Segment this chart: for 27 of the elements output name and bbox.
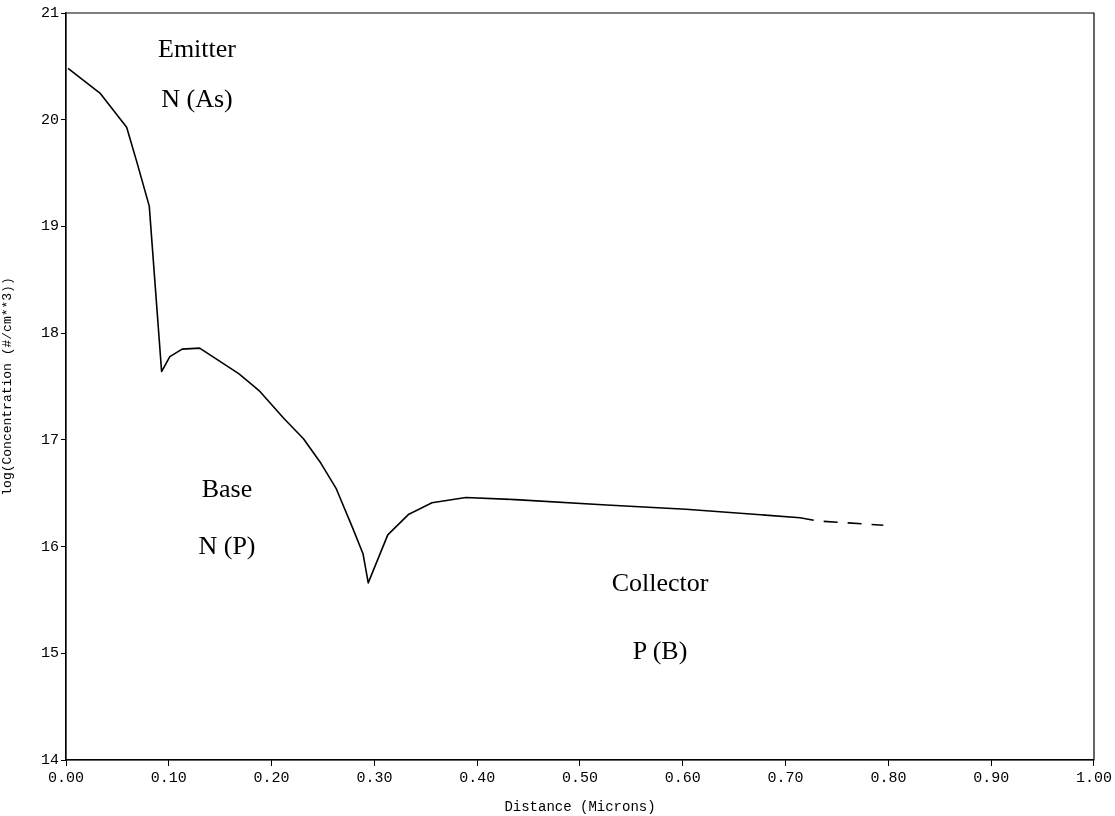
x-tick-label: 0.80	[870, 769, 907, 787]
annotation: N (P)	[198, 530, 256, 560]
x-tick-label: 0.20	[253, 769, 290, 787]
x-tick-label: 0.30	[356, 769, 393, 787]
y-tick-label: 20	[40, 111, 59, 129]
y-tick-label: 18	[40, 325, 59, 343]
x-tick-label: 0.50	[561, 769, 599, 787]
annotation: Emitter	[158, 33, 237, 63]
x-tick-label: 0.60	[664, 769, 701, 787]
y-axis-title: log(Concentration (#/cm**3))	[0, 277, 16, 496]
x-tick-label: 0.70	[767, 769, 804, 787]
y-tick-label: 15	[40, 645, 59, 663]
y-tick-label: 19	[40, 218, 59, 236]
x-tick-label: 0.10	[150, 769, 187, 787]
y-tick-label: 16	[40, 538, 59, 556]
x-tick-label: 0.90	[973, 769, 1010, 787]
annotation: N (As)	[161, 83, 233, 113]
y-tick-label: 17	[40, 431, 59, 449]
x-axis-title: Distance (Microns)	[504, 799, 656, 816]
x-tick-label: 0.00	[47, 769, 85, 787]
x-tick-label: 0.40	[459, 769, 496, 787]
annotation: Collector	[611, 567, 709, 597]
y-tick-label: 14	[40, 751, 59, 769]
y-tick-label: 21	[40, 4, 59, 22]
annotation: Base	[201, 473, 253, 503]
x-tick-label: 1.00	[1075, 769, 1112, 787]
annotation: P (B)	[632, 635, 688, 665]
